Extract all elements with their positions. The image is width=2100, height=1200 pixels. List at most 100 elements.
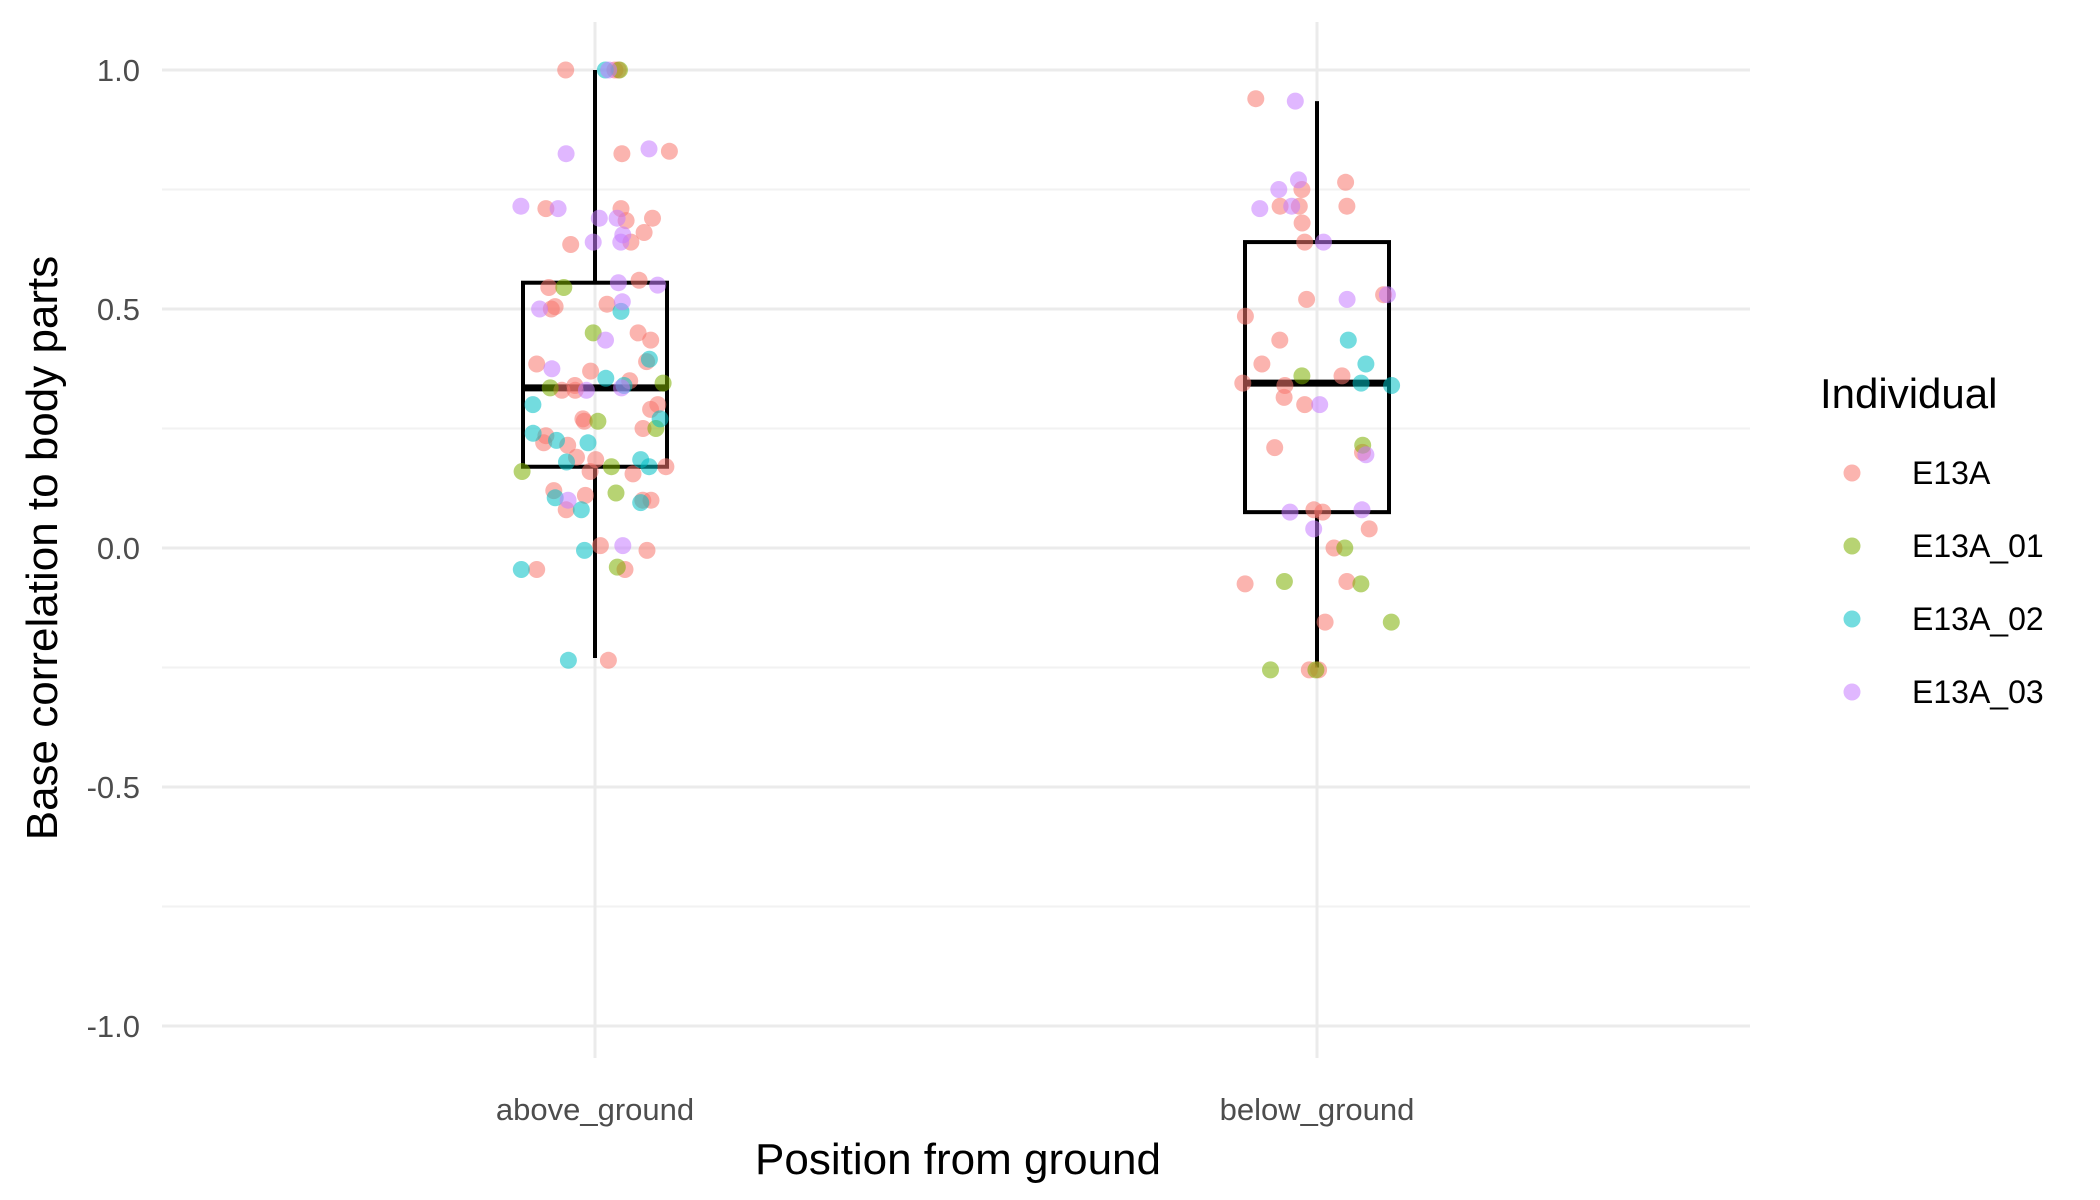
data-point bbox=[537, 200, 555, 218]
data-point bbox=[1378, 286, 1396, 304]
data-point bbox=[1270, 181, 1288, 198]
data-point bbox=[1305, 520, 1323, 538]
data-point bbox=[590, 209, 608, 227]
legend-label: E13A_03 bbox=[1912, 674, 2044, 710]
x-tick-label: below_ground bbox=[1220, 1092, 1415, 1127]
data-point bbox=[654, 374, 672, 392]
data-point bbox=[579, 434, 597, 452]
data-point bbox=[513, 463, 531, 480]
data-point bbox=[613, 379, 630, 397]
data-point bbox=[562, 236, 580, 253]
data-point bbox=[1251, 200, 1269, 218]
data-point bbox=[1271, 331, 1289, 349]
data-point bbox=[557, 145, 575, 163]
data-point bbox=[609, 274, 627, 292]
data-point bbox=[582, 362, 600, 380]
x-tick-label: above_ground bbox=[496, 1092, 694, 1127]
data-point bbox=[512, 197, 530, 215]
data-point bbox=[1296, 396, 1314, 414]
data-point bbox=[1333, 367, 1351, 385]
data-point bbox=[651, 410, 669, 428]
data-point bbox=[528, 561, 546, 578]
data-point bbox=[599, 651, 617, 669]
data-point bbox=[1316, 613, 1334, 631]
data-point bbox=[1352, 374, 1370, 392]
data-point bbox=[624, 465, 642, 483]
data-point bbox=[1357, 446, 1375, 464]
grid-lines bbox=[162, 22, 1750, 1058]
legend-label: E13A_01 bbox=[1912, 528, 2044, 564]
data-point bbox=[572, 501, 590, 519]
data-point bbox=[630, 271, 648, 289]
data-point bbox=[1338, 573, 1356, 590]
y-axis-title: Base correlation to body parts bbox=[18, 256, 67, 841]
data-point bbox=[638, 541, 656, 559]
data-point bbox=[1336, 539, 1354, 557]
data-point bbox=[629, 324, 647, 342]
data-point bbox=[632, 494, 650, 512]
legend-key bbox=[1843, 537, 1861, 555]
data-point bbox=[1311, 396, 1329, 414]
data-point bbox=[559, 651, 577, 669]
data-point bbox=[548, 431, 565, 449]
data-point bbox=[597, 331, 614, 349]
data-point bbox=[1337, 173, 1355, 191]
data-point bbox=[1275, 388, 1293, 406]
y-tick-label: 0.0 bbox=[97, 531, 140, 566]
y-tick-labels: 1.0 0.5 0.0 -0.5 -1.0 bbox=[87, 53, 140, 1044]
data-point bbox=[584, 324, 602, 342]
data-point bbox=[642, 331, 660, 349]
data-point bbox=[1283, 197, 1301, 215]
data-point bbox=[1296, 233, 1314, 251]
data-point bbox=[1262, 661, 1279, 679]
y-tick-label: -1.0 bbox=[87, 1009, 140, 1044]
data-point bbox=[644, 209, 661, 227]
data-point bbox=[1360, 520, 1378, 538]
data-point bbox=[540, 279, 558, 296]
x-tick-labels: above_ground below_ground bbox=[496, 1092, 1415, 1127]
data-point bbox=[1314, 503, 1332, 521]
data-point bbox=[1338, 197, 1356, 215]
data-point bbox=[1275, 573, 1293, 590]
data-point bbox=[597, 369, 615, 387]
data-point bbox=[528, 355, 546, 373]
y-tick-label: 0.5 bbox=[97, 292, 140, 327]
data-point bbox=[576, 486, 594, 504]
data-point bbox=[542, 300, 560, 318]
point-layer bbox=[512, 61, 1401, 679]
data-point bbox=[575, 412, 593, 430]
data-point bbox=[660, 142, 678, 160]
data-point bbox=[555, 279, 573, 296]
data-point bbox=[649, 276, 667, 294]
data-point bbox=[581, 463, 599, 480]
data-point bbox=[657, 458, 675, 476]
data-point bbox=[1234, 374, 1252, 392]
data-point bbox=[576, 541, 593, 559]
data-point bbox=[589, 412, 607, 430]
data-point bbox=[1298, 290, 1316, 308]
data-point bbox=[584, 233, 602, 251]
data-point bbox=[1315, 233, 1332, 251]
data-point bbox=[640, 350, 658, 368]
data-point bbox=[591, 537, 609, 555]
data-point bbox=[1253, 355, 1271, 373]
data-point bbox=[1339, 331, 1357, 349]
y-tick-label: 1.0 bbox=[97, 53, 140, 88]
data-point bbox=[612, 233, 630, 251]
legend-label: E13A bbox=[1912, 455, 1991, 491]
data-point bbox=[1293, 367, 1311, 385]
data-point bbox=[614, 537, 632, 555]
data-point bbox=[1290, 171, 1307, 189]
y-tick-label: -0.5 bbox=[87, 770, 140, 805]
data-point bbox=[1236, 575, 1254, 593]
data-point bbox=[549, 200, 567, 218]
data-point bbox=[531, 300, 549, 318]
data-point bbox=[607, 484, 625, 502]
legend-key bbox=[1843, 683, 1861, 701]
data-point bbox=[598, 295, 616, 313]
data-point bbox=[1307, 661, 1325, 679]
legend-key bbox=[1843, 464, 1861, 482]
data-point bbox=[524, 396, 542, 414]
data-point bbox=[1352, 575, 1370, 593]
